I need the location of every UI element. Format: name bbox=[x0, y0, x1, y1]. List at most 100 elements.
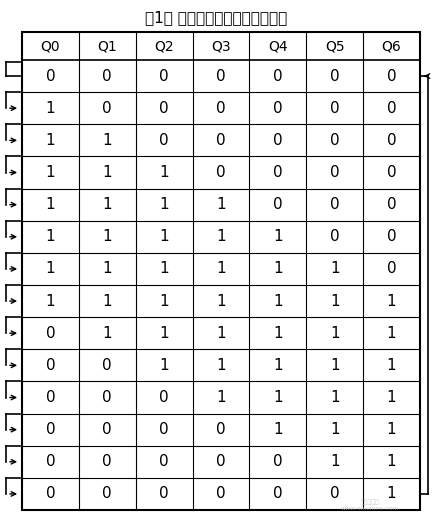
Text: 1: 1 bbox=[387, 294, 396, 309]
Text: 电子发烧友
www.elecfans.com: 电子发烧友 www.elecfans.com bbox=[341, 499, 399, 511]
Text: 1: 1 bbox=[45, 133, 55, 148]
Text: 1: 1 bbox=[216, 390, 226, 405]
Text: 1: 1 bbox=[216, 326, 226, 340]
Text: 1: 1 bbox=[103, 294, 112, 309]
Text: Q0: Q0 bbox=[41, 39, 60, 53]
Text: 1: 1 bbox=[387, 358, 396, 373]
Text: 1: 1 bbox=[273, 390, 283, 405]
Text: 0: 0 bbox=[273, 486, 283, 501]
Text: 1: 1 bbox=[330, 326, 339, 340]
Text: 0: 0 bbox=[273, 165, 283, 180]
Text: 1: 1 bbox=[103, 326, 112, 340]
Text: 1: 1 bbox=[387, 390, 396, 405]
Text: 0: 0 bbox=[273, 69, 283, 84]
Text: 0: 0 bbox=[216, 133, 226, 148]
Text: 0: 0 bbox=[45, 358, 55, 373]
Text: 0: 0 bbox=[216, 454, 226, 469]
Text: 1: 1 bbox=[45, 197, 55, 212]
Text: 0: 0 bbox=[45, 454, 55, 469]
Text: 0: 0 bbox=[387, 133, 396, 148]
Text: 1: 1 bbox=[45, 165, 55, 180]
Text: 1: 1 bbox=[216, 358, 226, 373]
Text: 1: 1 bbox=[330, 294, 339, 309]
Text: 1: 1 bbox=[45, 294, 55, 309]
Text: 1: 1 bbox=[387, 486, 396, 501]
Text: 0: 0 bbox=[387, 262, 396, 277]
Text: 1: 1 bbox=[216, 197, 226, 212]
Text: 0: 0 bbox=[273, 454, 283, 469]
Text: 1: 1 bbox=[387, 326, 396, 340]
Text: 0: 0 bbox=[387, 101, 396, 116]
Text: 0: 0 bbox=[216, 165, 226, 180]
Text: Q1: Q1 bbox=[97, 39, 117, 53]
Text: 0: 0 bbox=[330, 101, 339, 116]
Text: Q2: Q2 bbox=[154, 39, 174, 53]
Text: 1: 1 bbox=[159, 326, 169, 340]
Text: 1: 1 bbox=[273, 229, 283, 244]
Text: 0: 0 bbox=[273, 133, 283, 148]
Text: 1: 1 bbox=[159, 229, 169, 244]
Text: 0: 0 bbox=[330, 197, 339, 212]
Text: 0: 0 bbox=[387, 229, 396, 244]
Text: 1: 1 bbox=[159, 358, 169, 373]
Text: 0: 0 bbox=[159, 69, 169, 84]
Text: 0: 0 bbox=[216, 422, 226, 437]
Text: 0: 0 bbox=[103, 390, 112, 405]
Text: 1: 1 bbox=[330, 422, 339, 437]
Text: 0: 0 bbox=[45, 69, 55, 84]
Text: 0: 0 bbox=[387, 165, 396, 180]
Text: 1: 1 bbox=[273, 358, 283, 373]
Text: 0: 0 bbox=[159, 390, 169, 405]
Text: 0: 0 bbox=[103, 422, 112, 437]
Text: Q4: Q4 bbox=[268, 39, 288, 53]
Text: 0: 0 bbox=[216, 101, 226, 116]
Text: 0: 0 bbox=[103, 101, 112, 116]
Text: 0: 0 bbox=[387, 197, 396, 212]
Text: 0: 0 bbox=[330, 229, 339, 244]
Text: 0: 0 bbox=[330, 165, 339, 180]
Text: 0: 0 bbox=[103, 486, 112, 501]
Text: 表1： 十四进制计数器状态转换表: 表1： 十四进制计数器状态转换表 bbox=[145, 10, 287, 25]
Text: 1: 1 bbox=[45, 101, 55, 116]
Text: 0: 0 bbox=[45, 486, 55, 501]
Text: 0: 0 bbox=[159, 133, 169, 148]
Text: 1: 1 bbox=[103, 262, 112, 277]
Text: 1: 1 bbox=[273, 326, 283, 340]
Text: 1: 1 bbox=[330, 358, 339, 373]
Text: 1: 1 bbox=[387, 422, 396, 437]
Text: 1: 1 bbox=[273, 422, 283, 437]
Text: Q5: Q5 bbox=[325, 39, 345, 53]
Text: 1: 1 bbox=[216, 262, 226, 277]
Text: 1: 1 bbox=[159, 165, 169, 180]
Text: 1: 1 bbox=[103, 165, 112, 180]
Text: 1: 1 bbox=[45, 229, 55, 244]
Text: 0: 0 bbox=[387, 69, 396, 84]
Text: 0: 0 bbox=[273, 197, 283, 212]
Text: 0: 0 bbox=[45, 390, 55, 405]
Text: 0: 0 bbox=[45, 422, 55, 437]
Text: 1: 1 bbox=[330, 390, 339, 405]
Text: 1: 1 bbox=[330, 262, 339, 277]
Text: 0: 0 bbox=[103, 69, 112, 84]
Text: 0: 0 bbox=[330, 486, 339, 501]
Text: 1: 1 bbox=[159, 262, 169, 277]
Text: 0: 0 bbox=[159, 101, 169, 116]
Text: 1: 1 bbox=[330, 454, 339, 469]
Text: 0: 0 bbox=[216, 486, 226, 501]
Text: 0: 0 bbox=[103, 454, 112, 469]
Text: 1: 1 bbox=[103, 133, 112, 148]
Text: 0: 0 bbox=[103, 358, 112, 373]
Text: 1: 1 bbox=[273, 262, 283, 277]
Text: 0: 0 bbox=[159, 486, 169, 501]
Text: 1: 1 bbox=[103, 229, 112, 244]
Text: 0: 0 bbox=[330, 133, 339, 148]
Text: 1: 1 bbox=[273, 294, 283, 309]
Text: 1: 1 bbox=[216, 294, 226, 309]
Text: 0: 0 bbox=[159, 454, 169, 469]
Text: 1: 1 bbox=[103, 197, 112, 212]
Text: Q3: Q3 bbox=[211, 39, 231, 53]
Text: 0: 0 bbox=[216, 69, 226, 84]
Text: 1: 1 bbox=[159, 294, 169, 309]
Text: 0: 0 bbox=[45, 326, 55, 340]
Text: 0: 0 bbox=[330, 69, 339, 84]
